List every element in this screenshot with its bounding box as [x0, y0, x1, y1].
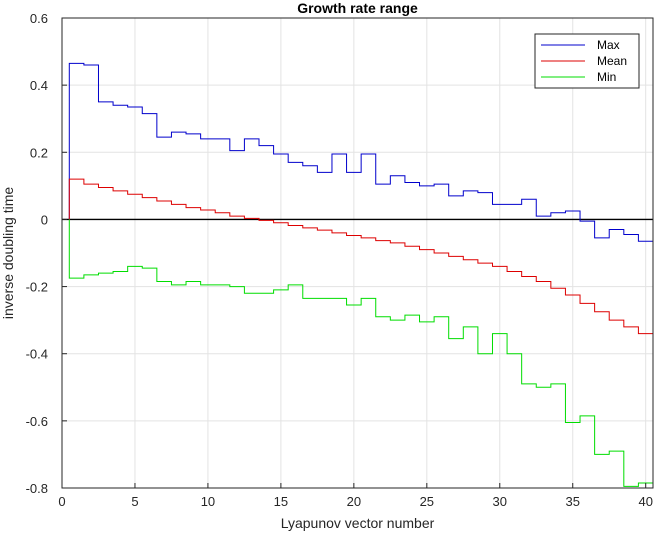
- x-tick-label: 35: [566, 494, 580, 509]
- x-tick-label: 20: [347, 494, 361, 509]
- x-tick-label: 10: [201, 494, 215, 509]
- x-tick-label: 0: [58, 494, 65, 509]
- axes-box: [61, 17, 654, 489]
- y-tick-label: 0: [41, 212, 48, 227]
- y-tick-label: 0.2: [30, 145, 48, 160]
- y-tick-label: -0.2: [26, 280, 48, 295]
- y-ticks: -0.8 -0.6 -0.4 -0.2 0 0.2 0.4 0.6: [26, 11, 67, 496]
- x-tick-label: 5: [131, 494, 138, 509]
- y-tick-label: -0.4: [26, 347, 48, 362]
- y-tick-label: -0.6: [26, 414, 48, 429]
- x-tick-label: 15: [274, 494, 288, 509]
- legend-label-mean: Mean: [597, 54, 627, 68]
- y-axis-title: inverse doubling time: [0, 187, 16, 320]
- y-tick-label: 0.4: [30, 78, 48, 93]
- legend-label-max: Max: [597, 38, 620, 52]
- chart-title: Growth rate range: [297, 0, 418, 16]
- y-tick-label: -0.8: [26, 481, 48, 496]
- series-line-mean: [68, 178, 654, 339]
- series-line-max: [68, 62, 654, 242]
- series-layer: [68, 62, 654, 487]
- series-line-min: [68, 219, 654, 487]
- x-tick-label: 30: [493, 494, 507, 509]
- legend: Max Mean Min: [534, 33, 640, 89]
- x-tick-label: 25: [420, 494, 434, 509]
- x-tick-label: 40: [638, 494, 652, 509]
- y-tick-label: 0.6: [30, 11, 48, 26]
- legend-label-min: Min: [597, 70, 616, 84]
- x-axis-title: Lyapunov vector number: [281, 515, 435, 531]
- x-ticks: 0 5 10 15 20 25 30 35 40: [58, 483, 653, 509]
